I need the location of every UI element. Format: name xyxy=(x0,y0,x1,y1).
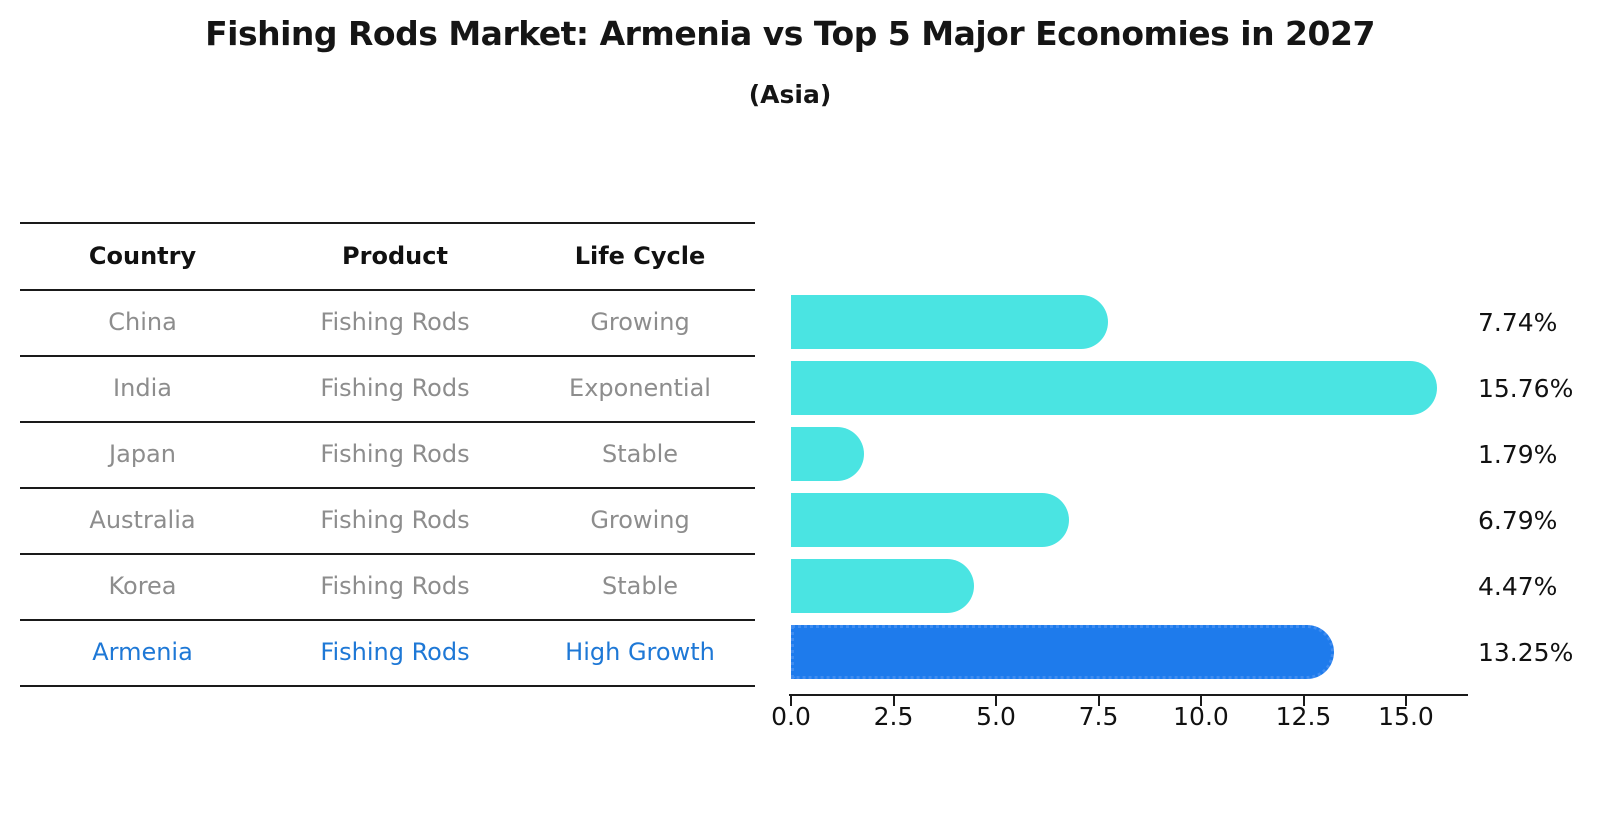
x-tick-label: 7.5 xyxy=(1078,702,1119,731)
cell-country: Japan xyxy=(109,440,176,468)
cell-life-cycle: Stable xyxy=(601,572,679,600)
x-tick-label: 2.5 xyxy=(873,702,914,731)
table-rule xyxy=(20,553,755,555)
x-tick-label: 12.5 xyxy=(1275,702,1332,731)
x-axis-tick xyxy=(1097,696,1100,706)
table-rule xyxy=(20,685,755,687)
column-header: Product xyxy=(342,241,448,270)
bar-china xyxy=(791,295,1108,349)
table-row: Japan Fishing Rods Stable xyxy=(20,421,755,487)
table-rule xyxy=(20,421,755,423)
cell-country: Australia xyxy=(89,506,196,534)
x-axis-tick xyxy=(1200,696,1202,706)
x-axis-line xyxy=(789,694,1468,696)
bar-australia xyxy=(791,493,1069,547)
cell-product: Fishing Rods xyxy=(320,374,470,402)
bar-india xyxy=(791,361,1437,415)
x-axis-tick xyxy=(1405,696,1407,706)
cell-country: India xyxy=(113,374,172,402)
table-rule xyxy=(20,355,755,357)
cell-product: Fishing Rods xyxy=(320,308,470,336)
table-rule xyxy=(20,289,755,291)
cell-country: Armenia xyxy=(92,638,193,666)
table-header-row: Country Product Life Cycle xyxy=(20,222,755,289)
cell-life-cycle: Stable xyxy=(601,440,679,468)
x-axis-tick xyxy=(995,696,997,706)
cell-life-cycle: Exponential xyxy=(569,374,711,402)
cell-country: Korea xyxy=(108,572,177,600)
bar-value-label: 15.76% xyxy=(1478,373,1574,403)
bar-value-label: 7.74% xyxy=(1478,307,1558,337)
x-axis-tick xyxy=(1302,696,1305,706)
cell-product: Fishing Rods xyxy=(320,572,470,600)
column-header: Life Cycle xyxy=(574,241,706,270)
table-row: Korea Fishing Rods Stable xyxy=(20,553,755,619)
x-tick-label: 15.0 xyxy=(1378,702,1434,731)
table-row: China Fishing Rods Growing xyxy=(20,289,755,355)
table-rule xyxy=(20,487,755,489)
cell-product: Fishing Rods xyxy=(320,440,470,468)
cell-life-cycle: Growing xyxy=(590,308,690,336)
bar-value-label: 13.25% xyxy=(1478,637,1574,667)
plot-area xyxy=(791,289,1471,685)
x-axis-tick xyxy=(892,696,895,706)
chart-subtitle: (Asia) xyxy=(748,80,832,109)
table-row: India Fishing Rods Exponential xyxy=(20,355,755,421)
bar-value-label: 6.79% xyxy=(1478,505,1558,535)
chart-title: Fishing Rods Market: Armenia vs Top 5 Ma… xyxy=(205,14,1375,53)
x-axis-tick xyxy=(790,696,792,706)
x-tick-label: 5.0 xyxy=(976,702,1016,731)
table-row: Australia Fishing Rods Growing xyxy=(20,487,755,553)
bar-korea xyxy=(791,559,974,613)
cell-life-cycle: Growing xyxy=(590,506,690,534)
cell-product: Fishing Rods xyxy=(320,506,470,534)
cell-country: China xyxy=(108,308,177,336)
cell-product: Fishing Rods xyxy=(320,638,470,666)
column-header: Country xyxy=(88,241,197,270)
table-rule xyxy=(20,619,755,621)
bar-value-label: 1.79% xyxy=(1478,439,1558,469)
table-rule xyxy=(20,222,755,224)
x-tick-label: 10.0 xyxy=(1173,702,1229,731)
bar-armenia-highlight xyxy=(791,625,1334,679)
cell-life-cycle: High Growth xyxy=(565,638,715,666)
x-tick-label: 0.0 xyxy=(771,702,811,731)
bar-value-label: 4.47% xyxy=(1478,571,1558,601)
table-row: Armenia Fishing Rods High Growth xyxy=(20,619,755,685)
bar-japan xyxy=(791,427,864,481)
